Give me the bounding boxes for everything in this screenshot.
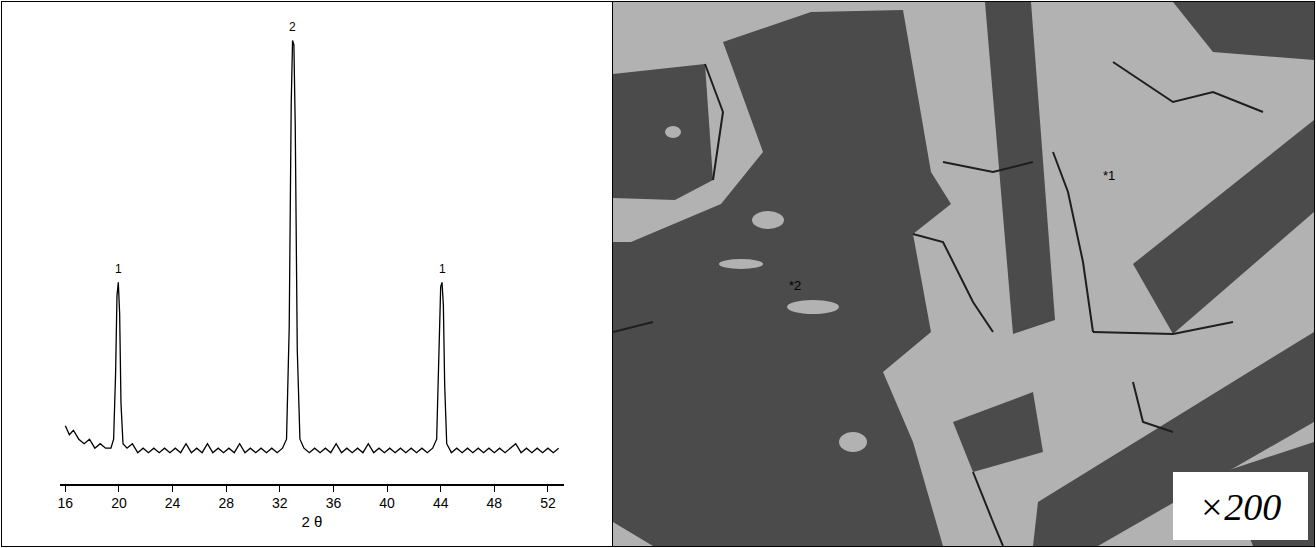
svg-text:40: 40	[379, 495, 395, 511]
svg-text:36: 36	[326, 495, 342, 511]
svg-text:1: 1	[115, 262, 122, 276]
svg-text:*1: *1	[1103, 168, 1115, 183]
svg-text:32: 32	[272, 495, 288, 511]
svg-text:52: 52	[540, 495, 556, 511]
svg-text:16: 16	[58, 495, 74, 511]
svg-text:28: 28	[218, 495, 234, 511]
svg-text:2: 2	[289, 20, 296, 34]
svg-text:44: 44	[433, 495, 449, 511]
svg-text:24: 24	[165, 495, 181, 511]
svg-text:48: 48	[487, 495, 503, 511]
svg-text:20: 20	[111, 495, 127, 511]
svg-text:2 θ: 2 θ	[302, 513, 323, 530]
svg-text:1: 1	[439, 262, 446, 276]
svg-text:×200: ×200	[1199, 486, 1282, 528]
svg-text:*2: *2	[789, 278, 801, 293]
